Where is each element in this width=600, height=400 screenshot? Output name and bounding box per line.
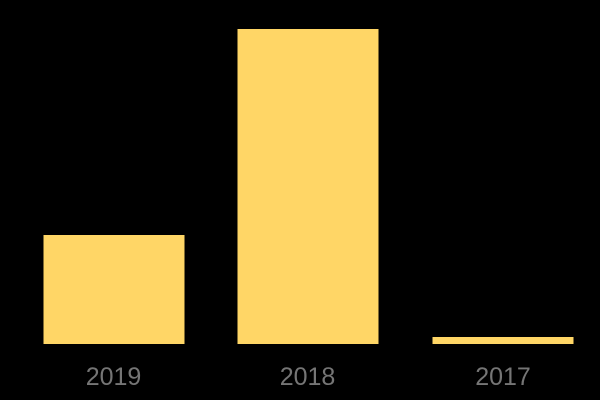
bar-2017: [432, 337, 574, 344]
x-axis-label-2018: 2018: [279, 363, 336, 391]
bar-2019: [43, 235, 184, 344]
x-axis-label-2017: 2017: [475, 363, 531, 391]
x-axis-label-2019: 2019: [85, 363, 142, 391]
bar-2018: [237, 29, 378, 344]
